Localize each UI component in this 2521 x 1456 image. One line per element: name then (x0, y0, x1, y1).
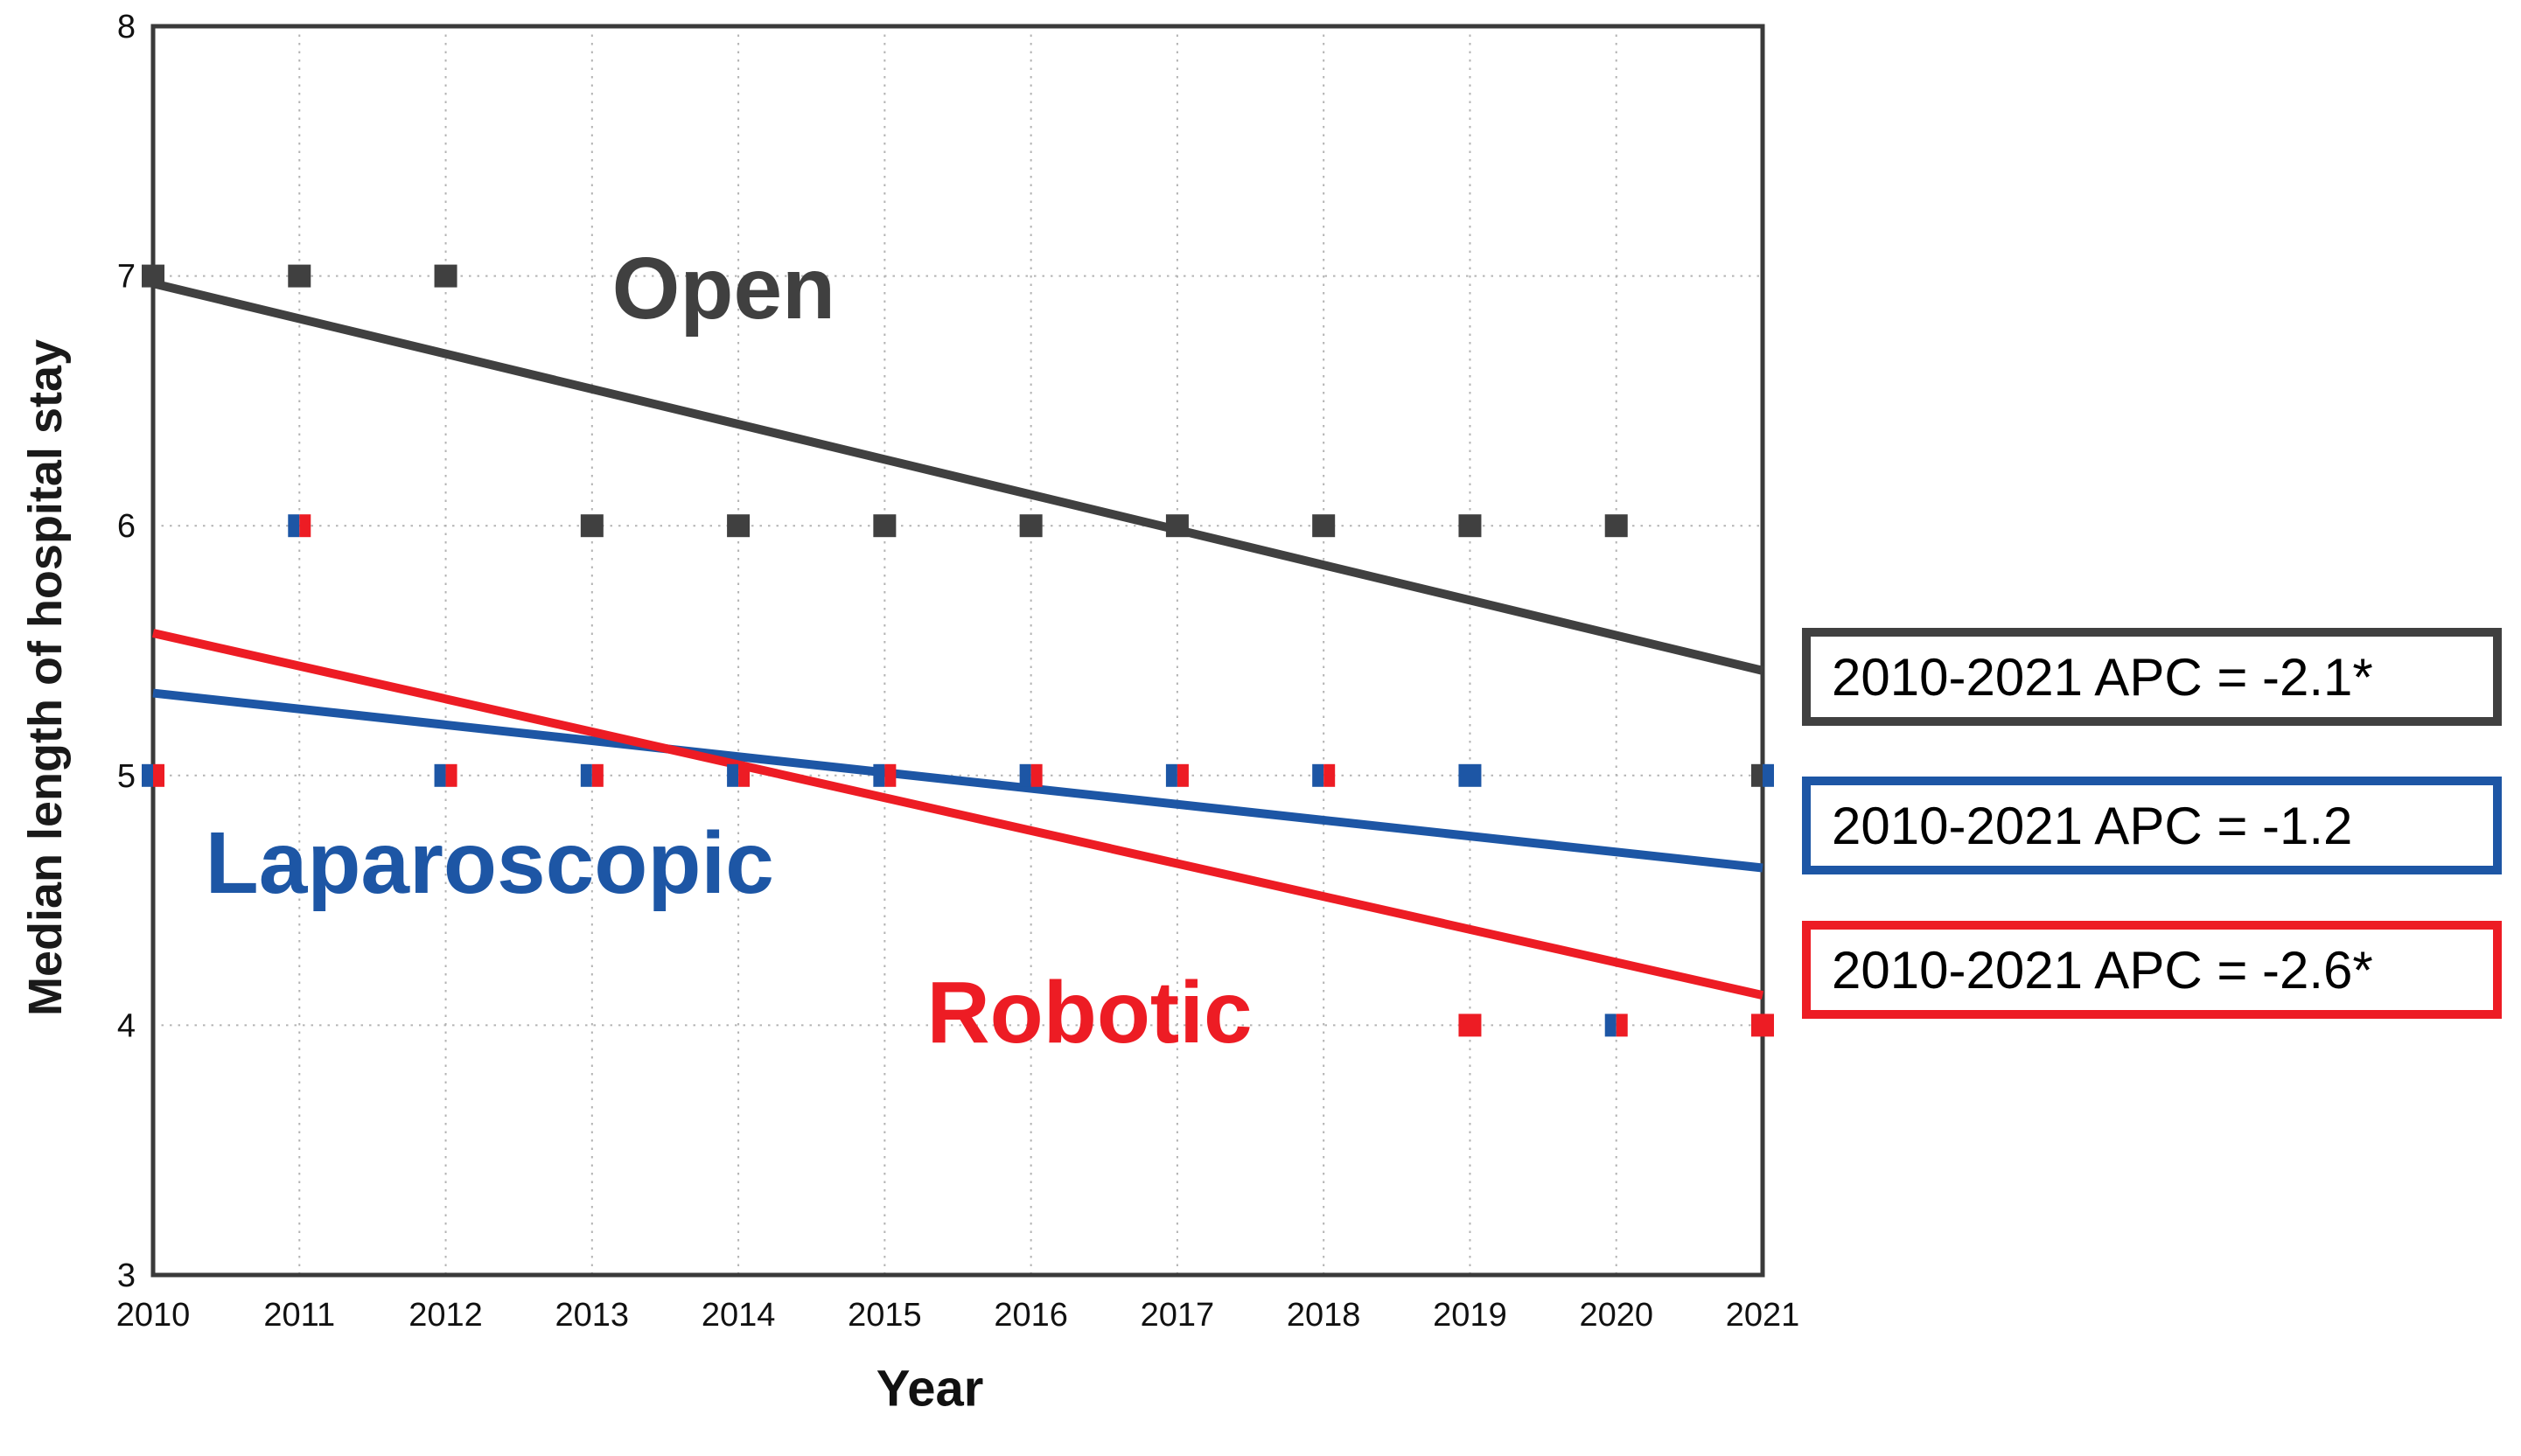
x-tick-label: 2019 (1433, 1297, 1507, 1334)
data-point-open (1751, 763, 1763, 787)
data-point-laparoscopic (1604, 1014, 1617, 1037)
y-tick-label: 7 (117, 259, 136, 296)
data-point-robotic (153, 763, 164, 787)
plot-frame (150, 24, 1765, 1278)
data-point-laparoscopic (580, 763, 592, 787)
data-point-laparoscopic (1458, 763, 1482, 787)
y-tick-label: 4 (117, 1007, 136, 1044)
apc-annotation-open-text: 2010-2021 APC = -2.1* (1832, 647, 2373, 707)
data-point-open (873, 514, 897, 538)
x-tick-label: 2014 (702, 1297, 776, 1334)
data-point-robotic (1751, 1014, 1774, 1037)
trendline-robotic (151, 629, 1764, 1000)
x-tick-label: 2017 (1141, 1297, 1215, 1334)
x-tick-label: 2010 (116, 1297, 191, 1334)
x-tick-label: 2011 (263, 1297, 335, 1334)
x-tick-label: 2012 (409, 1297, 483, 1334)
data-point-robotic (1323, 763, 1336, 787)
data-point-robotic (738, 763, 751, 787)
data-point-open (142, 264, 164, 288)
data-point-open (1604, 514, 1628, 538)
data-point-open (1165, 514, 1189, 538)
y-tick-label: 6 (117, 508, 136, 545)
x-axis-title: Year (876, 1360, 984, 1418)
data-point-robotic (1177, 763, 1189, 787)
data-point-open (1019, 514, 1043, 538)
data-point-open (1312, 514, 1336, 538)
apc-annotation-laparoscopic-text: 2010-2021 APC = -1.2 (1832, 796, 2353, 855)
series-label-laparoscopic: Laparoscopic (205, 813, 774, 912)
apc-annotation-open: 2010-2021 APC = -2.1* (1802, 628, 2502, 726)
apc-annotation-laparoscopic: 2010-2021 APC = -1.2 (1802, 777, 2502, 874)
data-point-open (727, 514, 751, 538)
data-point-laparoscopic (1763, 763, 1774, 787)
data-point-robotic (591, 763, 604, 787)
data-point-laparoscopic (1019, 763, 1031, 787)
x-tick-label: 2016 (994, 1297, 1068, 1334)
data-point-laparoscopic (727, 763, 739, 787)
data-point-open (288, 264, 311, 288)
series-label-open: Open (611, 239, 836, 338)
data-point-laparoscopic (1312, 763, 1324, 787)
apc-annotation-robotic: 2010-2021 APC = -2.6* (1802, 921, 2502, 1019)
trendline-open (151, 279, 1764, 675)
y-tick-label: 8 (117, 9, 136, 45)
data-point-laparoscopic (434, 763, 446, 787)
trendline-laparoscopic (152, 688, 1763, 873)
data-point-robotic (299, 514, 311, 538)
y-tick-label: 3 (117, 1257, 136, 1294)
x-tick-label: 2020 (1579, 1297, 1653, 1334)
data-point-open (580, 514, 604, 538)
data-point-open (1458, 514, 1482, 538)
apc-annotation-robotic-text: 2010-2021 APC = -2.6* (1832, 940, 2373, 1000)
data-point-robotic (445, 763, 457, 787)
x-tick-label: 2018 (1287, 1297, 1361, 1334)
data-point-laparoscopic (1165, 763, 1177, 787)
data-point-laparoscopic (288, 514, 300, 538)
y-tick-label: 5 (117, 758, 136, 795)
data-point-robotic (1458, 1014, 1482, 1037)
x-tick-label: 2021 (1726, 1297, 1800, 1334)
series-label-robotic: Robotic (926, 964, 1253, 1062)
data-point-laparoscopic (142, 763, 153, 787)
data-point-robotic (1616, 1014, 1628, 1037)
data-point-robotic (884, 763, 897, 787)
data-point-laparoscopic (873, 763, 885, 787)
x-tick-label: 2015 (848, 1297, 922, 1334)
x-tick-label: 2013 (555, 1297, 630, 1334)
data-point-robotic (1030, 763, 1043, 787)
data-point-open (434, 264, 457, 288)
